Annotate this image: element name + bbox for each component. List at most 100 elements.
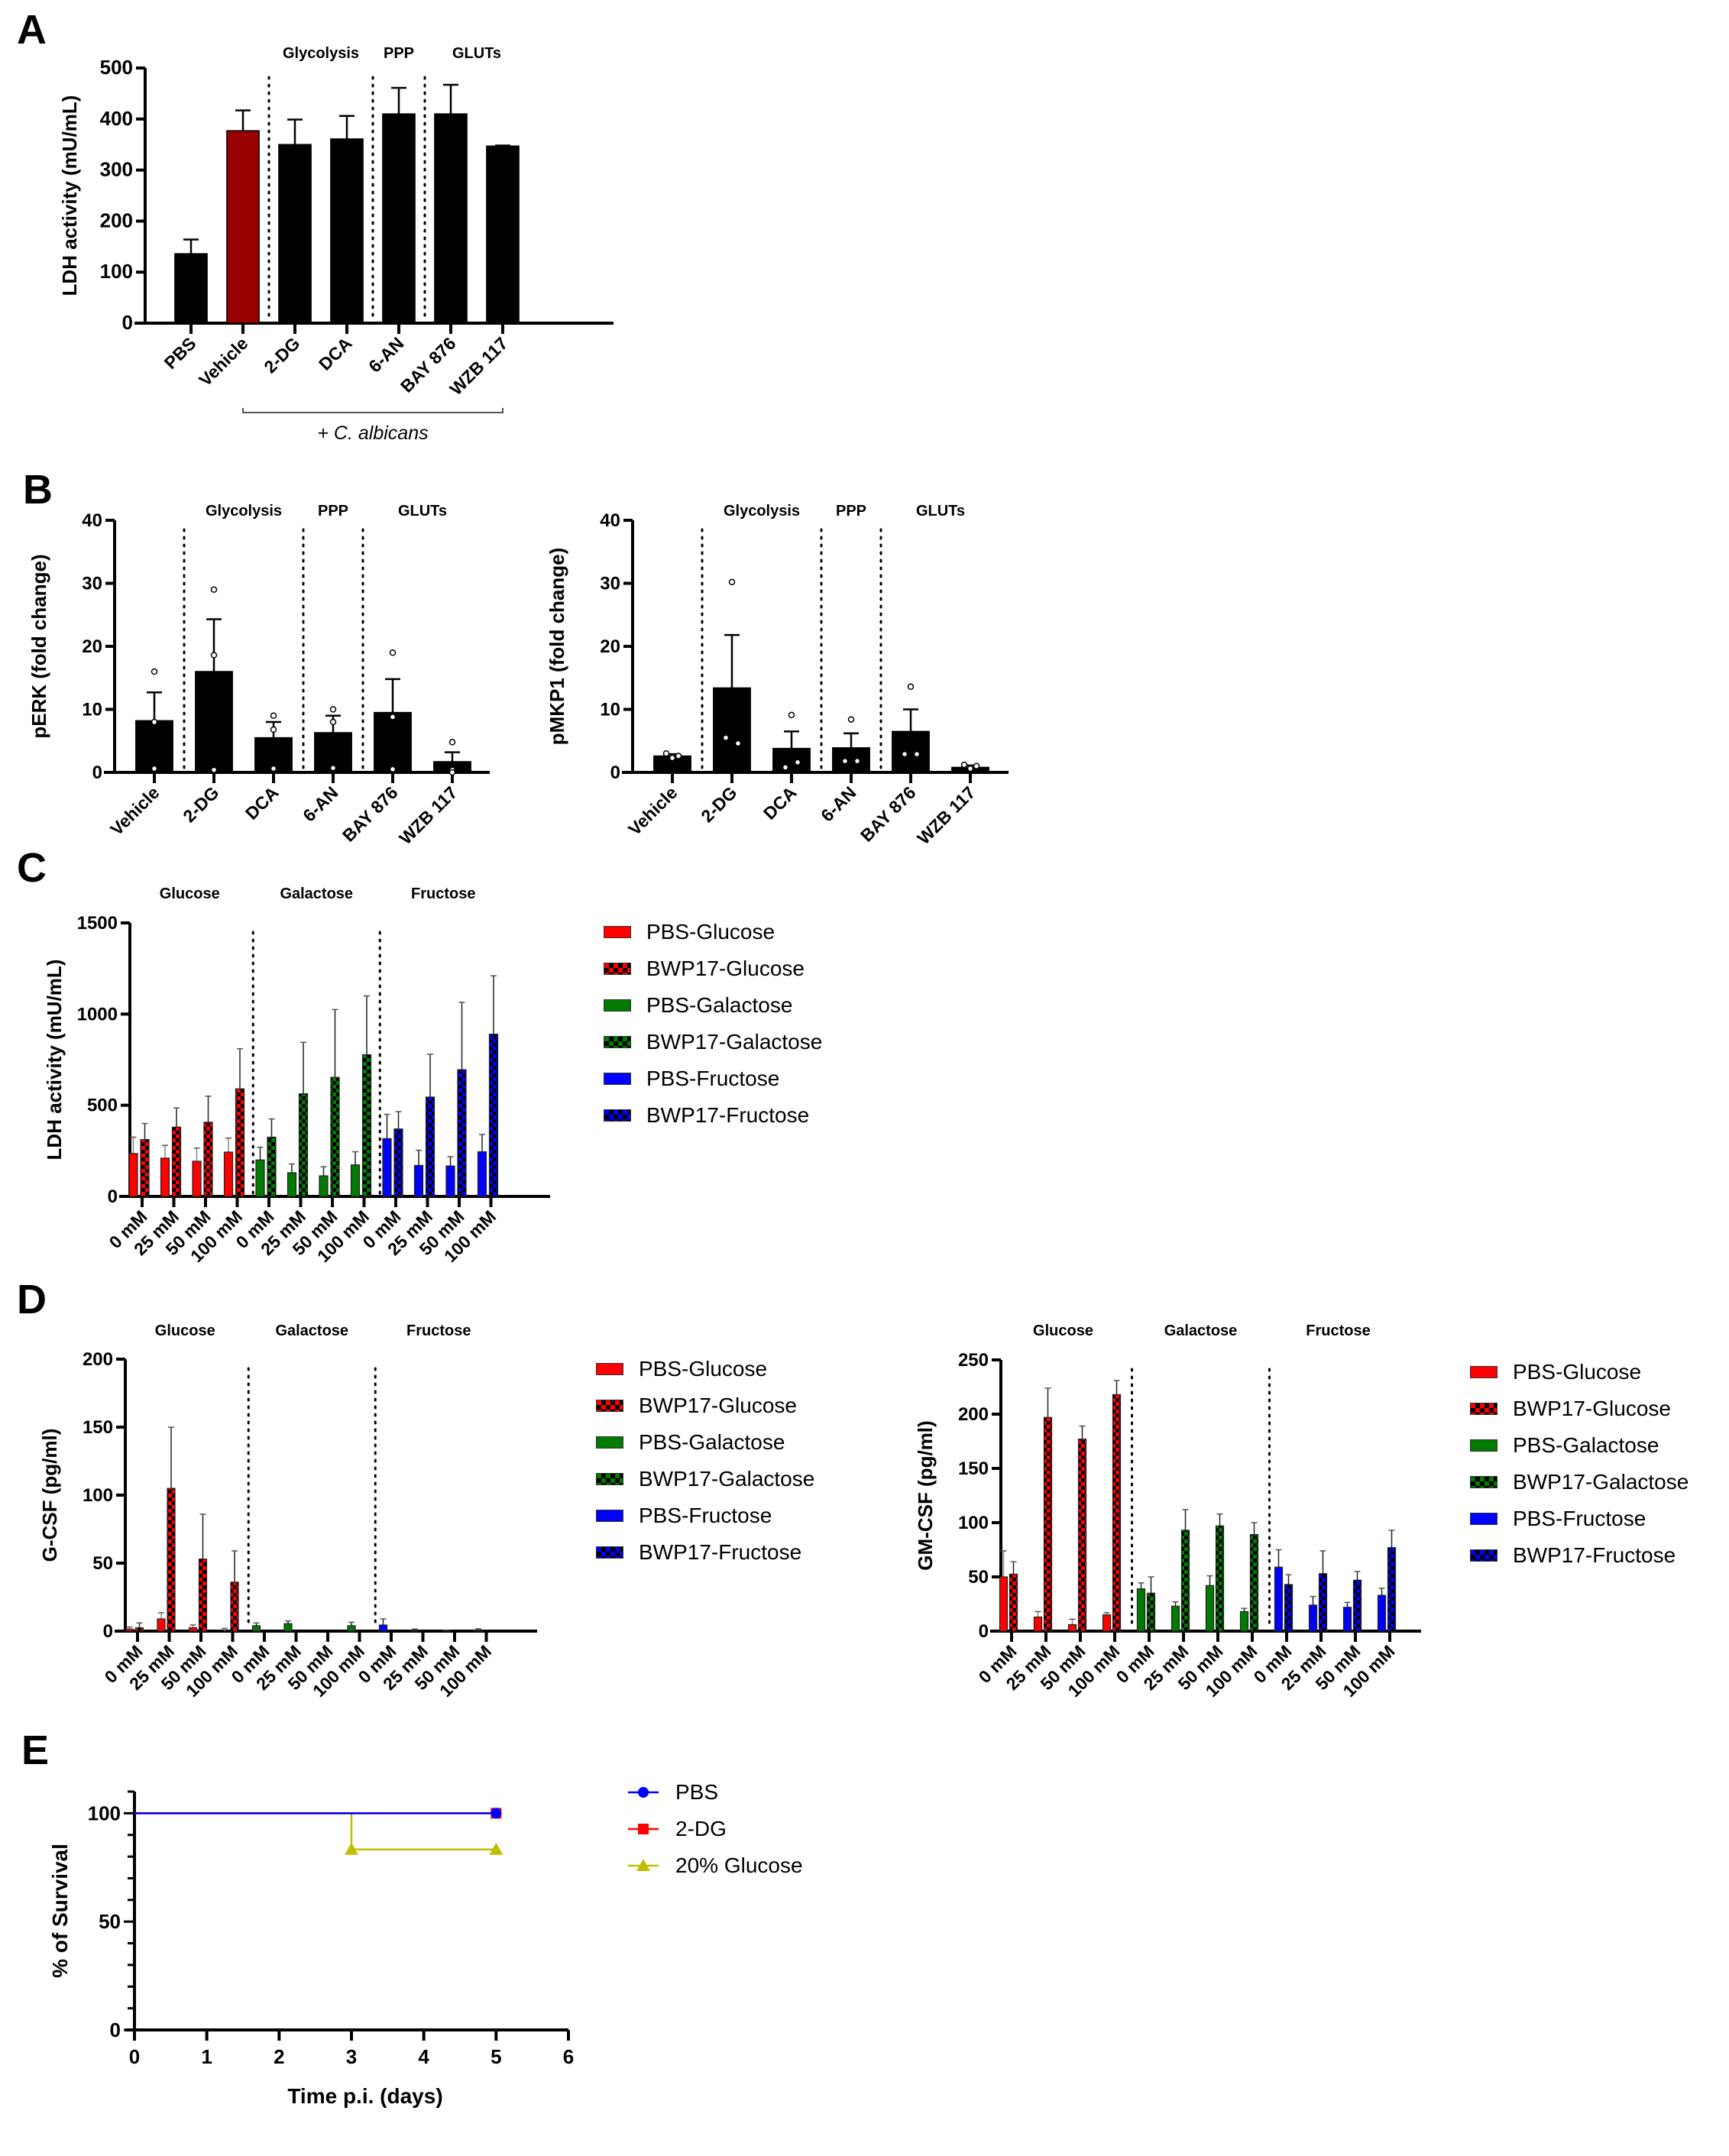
legend-swatch (1470, 1439, 1497, 1452)
y-tick-label: 20 (600, 636, 620, 657)
x-tick-label: 6-AN (364, 333, 407, 376)
x-tick-label: Vehicle (624, 782, 681, 839)
legend-item: PBS-Fructose (604, 1060, 822, 1097)
x-tick-label: 6-AN (299, 782, 342, 825)
bar (188, 1627, 198, 1632)
x-tick-label: 1 (201, 2045, 212, 2068)
y-axis-label: pMKP1 (fold change) (546, 548, 568, 746)
legend-swatch (604, 1109, 631, 1122)
y-tick-label: 0 (108, 1186, 118, 1207)
legend-item: BWP17-Glucose (596, 1387, 814, 1424)
legend-item: PBS-Fructose (596, 1497, 814, 1534)
legend-swatch (604, 963, 631, 975)
group-label: GLUTs (398, 503, 447, 520)
bar (1009, 1573, 1018, 1632)
bar (713, 687, 751, 773)
y-tick-label: 100 (100, 260, 133, 283)
bar (1136, 1588, 1146, 1632)
bar (160, 1157, 170, 1197)
legend-swatch (596, 1510, 623, 1522)
x-tick-label: Vehicle (195, 333, 251, 390)
bar (230, 1581, 239, 1632)
group-label: GLUTs (916, 503, 965, 520)
panel-a-chart: 0 100 200 300 400 500 LDH activity (mU/mL) PBSV… (58, 45, 614, 444)
bar (486, 145, 520, 324)
legend-item: BWP17-Fructose (604, 1097, 822, 1134)
y-tick-label: 1000 (77, 1004, 118, 1025)
legend-label: BWP17-Galactose (1513, 1470, 1689, 1494)
legend-swatch (596, 1436, 623, 1449)
bar (134, 1627, 144, 1632)
data-point (734, 740, 742, 747)
bar (892, 730, 930, 773)
bar (361, 1054, 372, 1197)
bar (1318, 1573, 1328, 1632)
data-point (210, 652, 218, 659)
legend-swatch (596, 1473, 623, 1485)
y-tick-label: 200 (100, 209, 133, 231)
bar (283, 1623, 293, 1632)
data-point (270, 765, 277, 772)
bar (425, 1096, 435, 1197)
data-point (270, 726, 277, 733)
bar (1043, 1416, 1053, 1632)
panel-letter-a: A (17, 7, 47, 53)
y-tick-label: 50 (99, 1910, 121, 1933)
data-point (973, 762, 980, 769)
bar (1239, 1611, 1249, 1632)
legend-swatch (604, 926, 631, 938)
data-point (728, 578, 736, 586)
bar (1387, 1547, 1397, 1632)
bar (235, 1088, 245, 1197)
bar (393, 1128, 403, 1197)
x-tick-label: 6-AN (817, 782, 860, 825)
data-point (448, 769, 456, 776)
legend-label: BWP17-Glucose (639, 1394, 797, 1417)
data-point (841, 757, 849, 765)
bar (157, 1618, 166, 1632)
x-tick-label: 0 (129, 2045, 140, 2068)
y-tick-label: 50 (968, 1567, 989, 1588)
bar (1274, 1566, 1284, 1632)
legend-item: BWP17-Fructose (596, 1534, 814, 1571)
panel-letter-d: D (17, 1277, 47, 1322)
data-point (901, 750, 908, 758)
bar (330, 1076, 340, 1197)
group-label: Glycolysis (283, 45, 359, 62)
group-label: Fructose (411, 885, 475, 902)
bar (171, 1126, 182, 1197)
legend-label: 2-DG (675, 1817, 727, 1840)
y-tick-label: 300 (100, 158, 133, 181)
bar (1180, 1530, 1190, 1632)
legend-item: 20% Glucose (627, 1847, 803, 1884)
legend-square-icon (628, 1824, 659, 1834)
legend-swatch (604, 1036, 631, 1048)
group-label: PPP (318, 503, 348, 520)
y-tick-label: 0 (92, 762, 102, 783)
y-tick-label: 0 (122, 311, 133, 334)
panel-letter-c: C (17, 845, 47, 891)
legend-swatch (1470, 1403, 1497, 1415)
data-point (907, 683, 915, 691)
legend-item: BWP17-Glucose (1470, 1390, 1689, 1427)
group-label: Glycolysis (206, 503, 282, 520)
bar (1284, 1584, 1294, 1632)
bar (125, 1628, 134, 1632)
legend-label: PBS-Glucose (1513, 1360, 1642, 1384)
bar (255, 1159, 265, 1197)
bracket-label: + C. albicans (317, 422, 428, 444)
x-tick-label: 4 (418, 2045, 429, 2068)
x-tick-label: DCA (759, 782, 801, 824)
data-point (389, 714, 397, 720)
group-label: Galactose (280, 885, 353, 902)
survival-marker (345, 1842, 358, 1855)
y-tick-label: 500 (87, 1096, 118, 1116)
data-point (960, 761, 968, 769)
legend-label: PBS-Fructose (639, 1504, 772, 1527)
bar (832, 747, 870, 773)
group-label: Galactose (275, 1322, 348, 1339)
bar (1342, 1607, 1352, 1632)
bar (347, 1625, 356, 1632)
panel-e-survival-chart: 0 50 100 0 1 2 3 4 5 6 Time p.i. (days) % of Surviv… (48, 1790, 574, 2108)
bar (434, 113, 468, 324)
